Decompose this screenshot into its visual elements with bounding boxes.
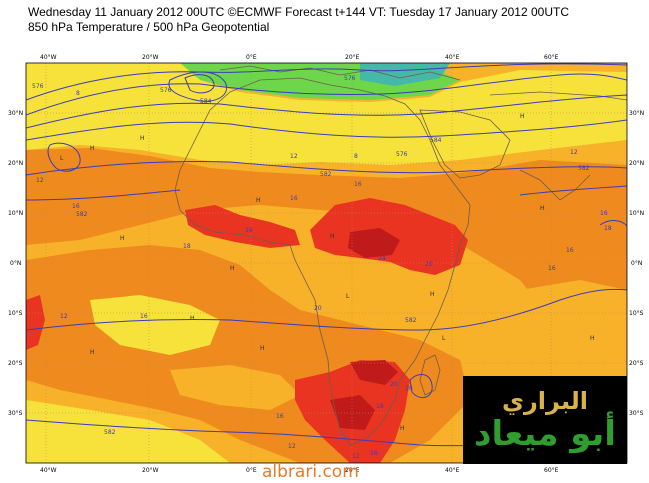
svg-text:576: 576 <box>396 151 408 158</box>
svg-text:582: 582 <box>320 171 332 178</box>
svg-text:20°S: 20°S <box>629 360 644 367</box>
svg-text:40°W: 40°W <box>40 467 57 474</box>
map-frame <box>25 62 628 464</box>
svg-text:0°N: 0°N <box>631 260 642 267</box>
svg-text:20°E: 20°E <box>345 54 360 61</box>
svg-text:40°W: 40°W <box>40 54 57 61</box>
svg-text:H: H <box>330 233 335 240</box>
svg-text:16: 16 <box>72 203 80 210</box>
svg-text:16: 16 <box>370 450 378 457</box>
svg-text:40°E: 40°E <box>445 467 460 474</box>
svg-text:20°N: 20°N <box>629 160 644 167</box>
svg-text:20°E: 20°E <box>345 467 360 474</box>
svg-text:H: H <box>520 113 525 120</box>
svg-text:L: L <box>442 335 446 342</box>
left-latitude-labels: 30°N 20°N 10°N 0°N 10°S 20°S 30°S <box>8 110 23 417</box>
svg-text:10°S: 10°S <box>629 310 644 317</box>
svg-text:30°N: 30°N <box>8 110 23 117</box>
svg-text:L: L <box>346 293 350 300</box>
svg-text:H: H <box>430 291 435 298</box>
svg-text:H: H <box>256 197 261 204</box>
svg-text:12: 12 <box>36 177 44 184</box>
watermark-logo: البراري أبو ميعاد <box>463 376 627 464</box>
watermark-line-2: أبو ميعاد <box>474 414 616 454</box>
svg-text:18: 18 <box>245 227 253 234</box>
svg-text:16: 16 <box>140 313 148 320</box>
svg-text:12: 12 <box>288 443 296 450</box>
svg-text:H: H <box>140 135 145 142</box>
svg-text:16: 16 <box>600 210 608 217</box>
svg-text:18: 18 <box>376 403 384 410</box>
svg-text:H: H <box>590 335 595 342</box>
svg-text:12: 12 <box>60 313 68 320</box>
svg-text:H: H <box>190 315 195 322</box>
svg-text:16: 16 <box>354 181 362 188</box>
map-title: Wednesday 11 January 2012 00UTC ©ECMWF F… <box>28 5 569 35</box>
svg-text:20°N: 20°N <box>8 160 23 167</box>
contour-labels: 576 8 576 584 12 582 16 18 582 16 12 16 … <box>32 75 612 460</box>
svg-text:12: 12 <box>352 453 360 460</box>
bottom-longitude-labels: 40°W 20°W 0°E 20°E 40°E 60°E <box>40 467 559 474</box>
svg-text:576: 576 <box>344 75 356 82</box>
top-longitude-labels: 40°W 20°W 0°E 20°E 40°E 60°E <box>40 54 559 61</box>
svg-text:20: 20 <box>425 261 433 268</box>
svg-text:582: 582 <box>405 317 417 324</box>
svg-text:12: 12 <box>570 149 578 156</box>
geopotential-contours <box>26 63 627 447</box>
title-line-2: 850 hPa Temperature / 500 hPa Geopotenti… <box>28 20 270 34</box>
svg-text:16: 16 <box>405 385 413 392</box>
svg-text:0°E: 0°E <box>246 467 257 474</box>
svg-text:584: 584 <box>200 98 212 105</box>
svg-text:H: H <box>90 349 95 356</box>
svg-text:16: 16 <box>566 247 574 254</box>
svg-text:L: L <box>60 155 64 162</box>
svg-text:582: 582 <box>104 429 116 436</box>
svg-text:576: 576 <box>160 87 172 94</box>
svg-text:12: 12 <box>290 153 298 160</box>
svg-text:60°E: 60°E <box>544 467 559 474</box>
right-latitude-labels: 30°N 20°N 10°N 0°N 10°S 20°S 30°S <box>629 110 644 417</box>
svg-text:30°N: 30°N <box>629 110 644 117</box>
svg-text:18: 18 <box>604 225 612 232</box>
pressure-markers: L H H H H H H L L H H H H H H H H <box>60 113 595 432</box>
svg-text:20°W: 20°W <box>142 54 159 61</box>
svg-text:H: H <box>120 235 125 242</box>
svg-text:584: 584 <box>430 137 442 144</box>
svg-text:10°N: 10°N <box>629 210 644 217</box>
svg-text:576: 576 <box>32 83 44 90</box>
svg-text:582: 582 <box>578 165 590 172</box>
svg-text:H: H <box>540 205 545 212</box>
svg-text:16: 16 <box>290 195 298 202</box>
svg-text:40°E: 40°E <box>445 54 460 61</box>
svg-text:20°W: 20°W <box>142 467 159 474</box>
coastlines <box>174 65 627 446</box>
svg-text:0°N: 0°N <box>10 260 21 267</box>
svg-text:H: H <box>400 425 405 432</box>
svg-text:30°S: 30°S <box>629 410 644 417</box>
svg-text:20: 20 <box>314 305 322 312</box>
title-line-1: Wednesday 11 January 2012 00UTC ©ECMWF F… <box>28 5 570 19</box>
site-url: albrari.com <box>262 462 359 482</box>
svg-text:16: 16 <box>548 265 556 272</box>
watermark-line-1: البراري <box>501 387 588 415</box>
svg-text:8: 8 <box>76 90 80 97</box>
svg-text:20°S: 20°S <box>8 360 23 367</box>
svg-text:18: 18 <box>183 243 191 250</box>
svg-text:10°S: 10°S <box>8 310 23 317</box>
svg-text:0°E: 0°E <box>246 54 257 61</box>
svg-text:8: 8 <box>354 153 358 160</box>
svg-text:10°N: 10°N <box>8 210 23 217</box>
svg-text:582: 582 <box>76 211 88 218</box>
svg-text:20: 20 <box>390 381 398 388</box>
svg-text:H: H <box>90 145 95 152</box>
svg-text:30°S: 30°S <box>8 410 23 417</box>
svg-text:16: 16 <box>276 413 284 420</box>
svg-text:H: H <box>230 265 235 272</box>
svg-text:H: H <box>260 345 265 352</box>
svg-text:60°E: 60°E <box>544 54 559 61</box>
svg-text:24: 24 <box>378 255 386 262</box>
